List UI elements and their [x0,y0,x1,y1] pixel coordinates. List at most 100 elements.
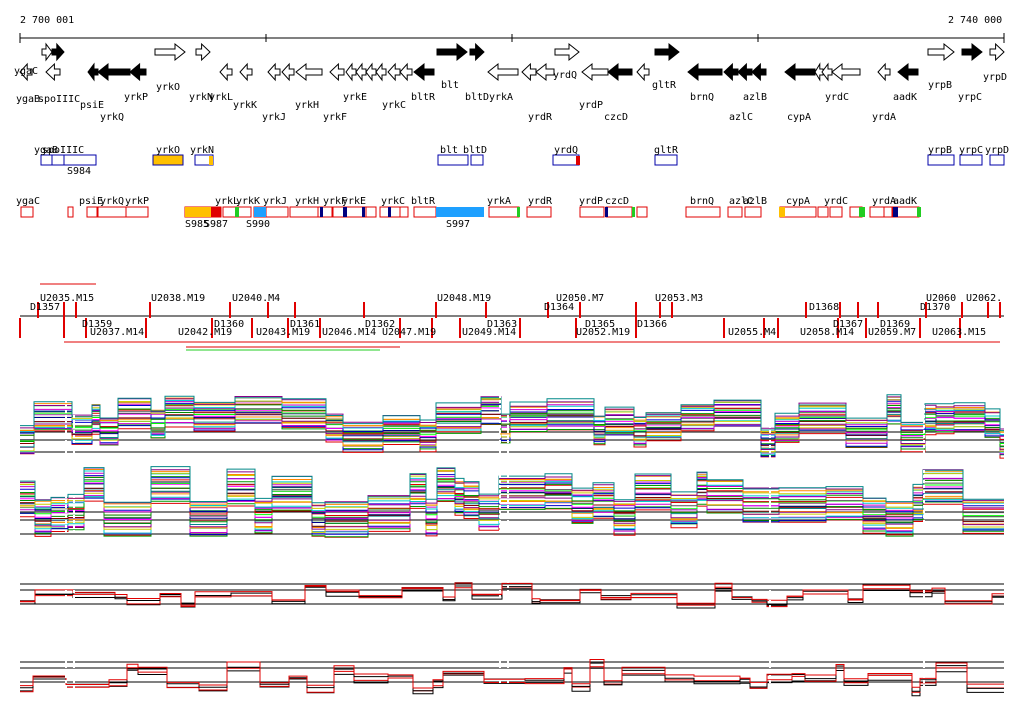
gene-label[interactable]: yrkH [295,100,319,111]
transcript-label[interactable]: yrkE [342,196,366,207]
feature-label[interactable]: U2058.M14 [800,327,854,338]
feature-label[interactable]: U2048.M19 [437,293,491,304]
gene-label[interactable]: brnQ [690,92,714,103]
gene-label[interactable]: yrkP [124,92,148,103]
gene-label[interactable]: yrdC [825,92,849,103]
transcript-label[interactable]: yrdQ [554,145,578,156]
transcript-label[interactable]: yrpD [985,145,1009,156]
gene-label[interactable]: cypA [787,112,811,123]
s-region-label[interactable]: S990 [246,219,270,230]
gene-label[interactable]: yrdQ [553,70,577,81]
transcript-label[interactable]: yrkO [156,145,180,156]
feature-label[interactable]: U2038.M19 [151,293,205,304]
transcript-label[interactable]: yrpB [928,145,952,156]
gene-label[interactable]: yrkC [382,100,406,111]
gene-label[interactable]: yrkJ [262,112,286,123]
gene-label[interactable]: spoIIIC [38,94,80,105]
feature-label[interactable]: U2053.M3 [655,293,703,304]
gene-label[interactable]: yrdP [579,100,603,111]
transcript-label[interactable]: yrkF [323,196,347,207]
gene-label[interactable]: czcD [604,112,628,123]
feature-label[interactable]: U2055.M4 [728,327,776,338]
transcript-label[interactable]: czcD [605,196,629,207]
transcript-label[interactable]: gltR [654,145,679,156]
gene-label[interactable]: yrpD [983,72,1007,83]
transcript-label[interactable]: yrdA [872,196,896,207]
transcript-label[interactable]: yrkP [125,196,149,207]
feature-label[interactable]: U2063.M15 [932,327,986,338]
gene-label[interactable]: yrkO [156,82,180,93]
transcript-label[interactable]: azlC [729,196,753,207]
gene-label[interactable]: aadK [893,92,917,103]
transcript-label[interactable]: yrkN [190,145,214,156]
gene-label[interactable]: yrkL [209,92,233,103]
feature-label[interactable]: U2047.M19 [382,327,436,338]
transcript-label[interactable]: psiE [79,196,103,207]
s-region-label[interactable]: S984 [67,166,91,177]
gene-label[interactable]: bltD [465,92,489,103]
transcript-label[interactable]: blt [440,145,458,156]
feature-label[interactable]: D1370 [920,302,950,313]
transcript-label[interactable]: yrkA [487,196,511,207]
transcript-label[interactable]: ygaB [34,145,58,156]
gene-label[interactable]: yrpC [958,92,982,103]
transcript-label[interactable]: ygaC [16,196,40,207]
gene-label[interactable]: yrkN [189,92,213,103]
gene-label[interactable]: yrdR [528,112,553,123]
feature-label[interactable]: D1357 [30,302,60,313]
gene-label[interactable]: ygaB [16,94,40,105]
gene-label[interactable]: azlB [743,92,767,103]
gene-label[interactable]: yrkA [489,92,513,103]
gene-label[interactable]: yrdA [872,112,896,123]
feature-label[interactable]: U2042.M19 [178,327,232,338]
transcript-label[interactable]: yrkK [236,196,260,207]
gene-label[interactable]: bltR [411,92,436,103]
feature-label[interactable]: D1368 [809,302,839,313]
transcript-label[interactable]: yrkH [295,196,319,207]
feature-label[interactable]: U2059.M7 [868,327,916,338]
feature-label[interactable]: U2052.M19 [576,327,630,338]
transcript-label[interactable]: cypA [786,196,810,207]
feature-label[interactable]: D1359 [82,319,112,330]
transcript-label[interactable]: yrdR [528,196,553,207]
gene-label[interactable]: yrkK [233,100,257,111]
transcript-label[interactable]: aadK [893,196,917,207]
feature-label[interactable]: D1369 [880,319,910,330]
feature-label[interactable]: D1362 [365,319,395,330]
transcript-label[interactable]: yrpC [959,145,983,156]
transcript-label[interactable]: bltR [411,196,436,207]
transcript-label[interactable]: yrdP [579,196,603,207]
gene-label[interactable]: azlC [729,112,753,123]
feature-label[interactable]: U2043.M19 [256,327,310,338]
transcript-label[interactable]: azlB [743,196,767,207]
feature-label[interactable]: U2037.M14 [90,327,144,338]
feature-label[interactable]: U2060 [926,293,956,304]
s-region-label[interactable]: S985 [185,219,209,230]
feature-label[interactable]: D1364 [544,302,574,313]
gene-label[interactable]: psiE [80,100,104,111]
gene-label[interactable]: ygaC [14,66,38,77]
gene-label[interactable]: yrpB [928,80,952,91]
transcript-label[interactable]: spoIIIC [42,145,84,156]
feature-label[interactable]: U2046.M14 [322,327,376,338]
s-region-label[interactable]: S997 [446,219,470,230]
transcript-label[interactable]: bltD [463,145,487,156]
gene-label[interactable]: yrkE [343,92,367,103]
transcript-label[interactable]: yrkC [381,196,405,207]
feature-label[interactable]: U2050.M7 [556,293,604,304]
feature-label[interactable]: D1363 [487,319,517,330]
feature-label[interactable]: D1360 [214,319,244,330]
feature-label[interactable]: D1367 [833,319,863,330]
transcript-label[interactable]: yrkQ [100,196,124,207]
feature-label[interactable]: U2035.M15 [40,293,94,304]
feature-label[interactable]: D1365 [585,319,615,330]
feature-label[interactable]: U2040.M4 [232,293,280,304]
feature-label[interactable]: U2062. [966,293,1002,304]
transcript-label[interactable]: yrkL [215,196,239,207]
gene-label[interactable]: gltR [652,80,677,91]
feature-label[interactable]: D1361 [290,319,320,330]
transcript-label[interactable]: yrkJ [263,196,287,207]
gene-label[interactable]: yrkQ [100,112,124,123]
s-region-label[interactable]: S987 [204,219,228,230]
feature-label[interactable]: U2049.M14 [462,327,516,338]
